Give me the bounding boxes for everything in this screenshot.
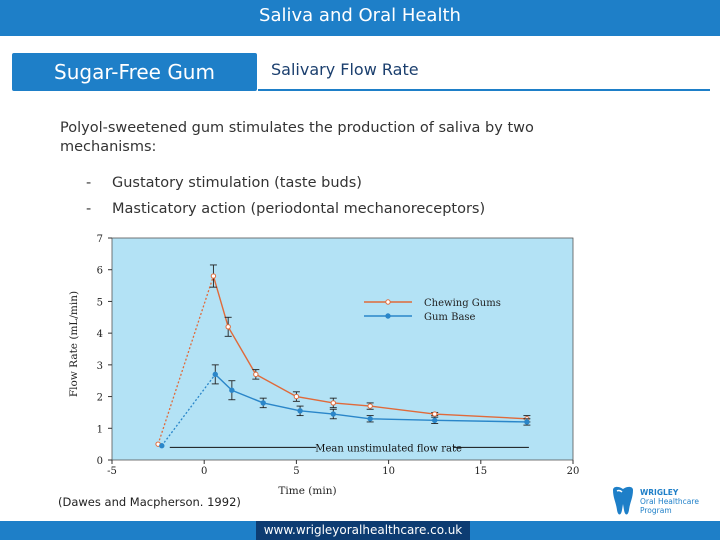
data-point <box>212 371 218 378</box>
y-tick-label: 4 <box>97 329 103 340</box>
logo-line-2: Oral Healthcare <box>640 497 699 506</box>
y-tick-label: 3 <box>97 361 103 372</box>
tooth-icon <box>613 486 633 515</box>
bullet-dash: - <box>86 201 92 217</box>
legend-marker <box>385 299 391 305</box>
legend-label: Gum Base <box>424 312 476 323</box>
y-tick-label: 6 <box>97 266 103 277</box>
series-line <box>214 373 527 423</box>
series-segment <box>161 373 216 447</box>
data-point <box>293 393 300 400</box>
x-tick-label: 15 <box>474 466 487 477</box>
x-tick-label: 20 <box>567 466 580 477</box>
y-tick-label: 5 <box>97 297 103 308</box>
bullet-dash: - <box>86 175 92 191</box>
page-title: Saliva and Oral Health <box>259 5 461 26</box>
header-bar: Saliva and Oral Health <box>0 0 720 36</box>
data-point <box>297 408 303 414</box>
data-point <box>330 400 336 406</box>
logo-line-1: WRIGLEY <box>640 488 679 497</box>
y-tick-label: 2 <box>97 393 103 404</box>
tab-salivary-flow-rate[interactable]: Salivary Flow Rate <box>258 53 710 91</box>
y-tick-label: 7 <box>97 234 103 245</box>
x-tick-label: 0 <box>201 466 207 477</box>
wrigley-logo: WRIGLEY Oral Healthcare Program <box>610 486 710 520</box>
y-axis-label: Flow Rate (mL/min) <box>68 291 80 397</box>
logo-text: WRIGLEY Oral Healthcare Program <box>640 488 699 515</box>
mechanism-list: - Gustatory stimulation (taste buds) - Mas… <box>86 170 485 222</box>
data-point <box>524 419 530 425</box>
x-axis-label: Time (min) <box>278 485 336 496</box>
bullet-text: Masticatory action (periodontal mechanor… <box>112 201 486 217</box>
list-item: - Masticatory action (periodontal mechano… <box>86 196 485 222</box>
plot-area <box>111 237 574 461</box>
tab-sugar-free-gum[interactable]: Sugar-Free Gum <box>12 53 257 91</box>
x-tick-label: -5 <box>107 466 117 477</box>
flow-rate-chart: 0 1 2 3 4 5 6 7 -5 0 5 10 15 20 Time (min) Flow Rate (m… <box>68 234 580 496</box>
legend-marker <box>385 313 391 319</box>
bullet-text: Gustatory stimulation (taste buds) <box>112 175 362 191</box>
data-point <box>225 324 231 330</box>
citation: (Dawes and Macpherson. 1992) <box>58 495 241 509</box>
data-point <box>432 411 438 417</box>
y-tick-label: 1 <box>97 424 103 435</box>
x-tick-label: 10 <box>382 466 395 477</box>
data-point <box>330 411 336 417</box>
series-segment <box>157 275 215 445</box>
intro-text: Polyol-sweetened gum stimulates the prod… <box>60 120 534 155</box>
logo-line-3: Program <box>640 506 672 515</box>
series-line <box>212 275 527 420</box>
data-point <box>159 443 165 449</box>
data-point <box>367 416 373 422</box>
data-point <box>229 387 235 393</box>
data-point <box>210 273 217 279</box>
data-point <box>260 400 266 406</box>
x-tick-label: 5 <box>293 466 299 477</box>
data-point <box>432 417 438 424</box>
annotation-label: Mean unstimulated flow rate <box>315 443 462 454</box>
y-tick-label: 0 <box>97 456 103 467</box>
list-item: - Gustatory stimulation (taste buds) <box>86 170 485 196</box>
footer-url[interactable]: www.wrigleyoralhealthcare.co.uk <box>256 521 470 540</box>
data-point <box>253 371 259 378</box>
data-point <box>367 403 373 409</box>
legend-label: Chewing Gums <box>424 298 501 309</box>
